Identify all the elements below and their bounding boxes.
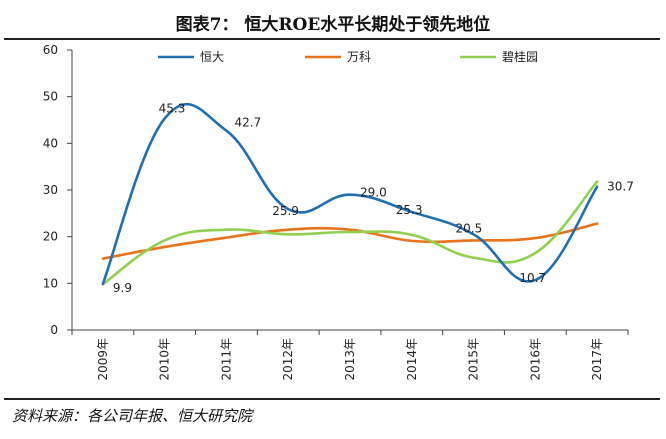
x-tick-label: 2013年 — [343, 338, 357, 381]
x-tick-label: 2015年 — [467, 338, 481, 381]
series-lines — [101, 102, 599, 286]
series-line-1 — [101, 222, 599, 260]
x-tick-label: 2009年 — [96, 338, 110, 381]
x-tick-label: 2011年 — [219, 338, 233, 381]
x-tick-label: 2012年 — [281, 338, 295, 381]
y-tick-label: 10 — [43, 276, 58, 290]
data-labels: 9.9 45.3 42.7 25.9 29.0 25.3 20.5 10.7 30.7 — [113, 102, 634, 295]
legend-label: 碧桂园 — [502, 49, 538, 64]
source-note: 资料来源：各公司年报、恒大研究院 — [12, 407, 253, 425]
data-label: 45.3 — [159, 102, 186, 116]
bottom-rule — [4, 398, 660, 400]
y-tick-label: 0 — [50, 323, 58, 337]
axes: 0 10 20 30 40 50 60 2009年 2010年 2011年 2012年 2013年 20… — [43, 43, 629, 381]
top-rule — [4, 38, 660, 40]
y-tick-label: 60 — [43, 43, 58, 57]
legend-label: 万科 — [347, 50, 371, 64]
data-label: 9.9 — [113, 281, 132, 295]
data-label: 25.3 — [396, 203, 423, 217]
data-label: 20.5 — [456, 221, 483, 235]
data-label: 29.0 — [360, 186, 387, 200]
y-tick-label: 50 — [43, 90, 58, 104]
data-label: 10.7 — [519, 271, 546, 285]
x-tick-label: 2010年 — [158, 338, 172, 381]
legend: 恒大 万科 碧桂园 — [158, 49, 538, 64]
series-line-2 — [101, 180, 599, 286]
y-tick-label: 30 — [43, 183, 58, 197]
y-tick-label: 40 — [43, 136, 58, 150]
y-tick-label: 20 — [43, 230, 58, 244]
data-label: 30.7 — [607, 180, 634, 194]
x-tick-label: 2016年 — [528, 338, 542, 381]
series-line-0 — [101, 102, 599, 286]
legend-label: 恒大 — [200, 50, 224, 64]
chart-title: 图表7： 恒大ROE水平长期处于领先地位 — [175, 15, 491, 35]
data-label: 25.9 — [272, 204, 299, 218]
data-label: 42.7 — [234, 116, 261, 130]
x-tick-label: 2014年 — [405, 338, 419, 381]
x-tick-label: 2017年 — [590, 338, 604, 381]
